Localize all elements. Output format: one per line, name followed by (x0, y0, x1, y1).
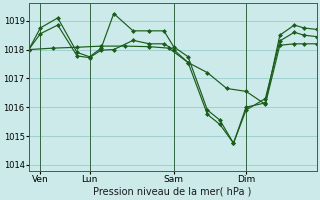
X-axis label: Pression niveau de la mer( hPa ): Pression niveau de la mer( hPa ) (93, 187, 252, 197)
